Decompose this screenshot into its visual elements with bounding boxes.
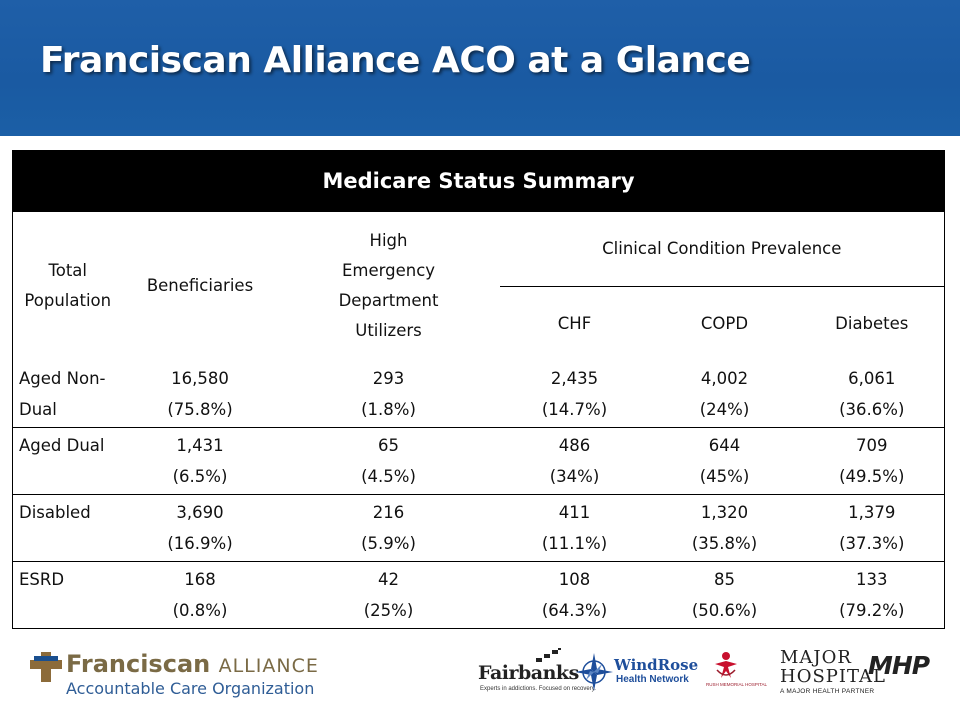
cell-diabetes: 6,061 (36.6%)	[799, 360, 946, 428]
windrose-logo: WindRose Health Network	[574, 650, 698, 694]
title-banner: Franciscan Alliance ACO at a Glance	[0, 0, 960, 136]
cell-beneficiaries: 16,580 (75.8%)	[167, 368, 233, 419]
row-label: ESRD	[12, 561, 123, 629]
cell-high-ed: 65 (4.5%)	[277, 427, 500, 495]
checkered-flag-icon	[536, 648, 561, 662]
table-title: Medicare Status Summary	[11, 150, 946, 212]
row-label: Aged Dual	[12, 427, 123, 495]
major-hospital-logo: MAJOR HOSPITAL MHP A MAJOR HEALTH PARTNE…	[780, 648, 930, 700]
table-row: Aged Dual 1,431 (6.5%) 65 (4.5%) 486 (34%) …	[12, 427, 946, 495]
cell-chf: 411 (11.1%)	[499, 494, 650, 562]
franciscan-wordmark: Franciscan ALLIANCE	[66, 650, 319, 678]
franciscan-alliance-logo: Franciscan ALLIANCE Accountable Care Org…	[30, 650, 318, 702]
cell-chf: 2,435 (14.7%)	[541, 368, 608, 419]
major-tagline: A MAJOR HEALTH PARTNER	[780, 688, 875, 695]
header-copd: COPD	[700, 313, 749, 333]
table-row: ESRD 168 (0.8%) 42 (25%) 108 (64.3%) 85 (50.…	[12, 561, 946, 629]
cell-diabetes: 1,379 (37.3%)	[799, 494, 946, 562]
cell-high-ed: 216 (5.9%)	[277, 494, 500, 562]
fairbanks-tagline: Experts in addictions. Focused on recove…	[480, 686, 596, 692]
cell-copd: 644 (45%)	[649, 427, 800, 495]
franciscan-subtitle: Accountable Care Organization	[66, 679, 315, 698]
medicare-status-table: Medicare Status Summary Total Population…	[11, 150, 946, 629]
slide-title: Franciscan Alliance ACO at a Glance	[40, 40, 751, 81]
cell-beneficiaries: 1,431 (6.5%)	[122, 427, 278, 495]
header-chf: CHF	[557, 313, 592, 333]
table-row: Disabled 3,690 (16.9%) 216 (5.9%) 411 (11.1…	[12, 494, 946, 562]
header-beneficiaries: Beneficiaries	[146, 276, 254, 296]
tau-cross-icon	[30, 652, 62, 682]
cell-beneficiaries: 3,690 (16.9%)	[122, 494, 278, 562]
fairbanks-wordmark: Fairbanks	[478, 662, 579, 684]
cell-copd: 4,002 (24%)	[699, 368, 750, 419]
windrose-subtitle: Health Network	[616, 674, 689, 685]
cell-chf: 108 (64.3%)	[499, 561, 650, 629]
windrose-wordmark: WindRose	[614, 656, 699, 674]
figure-icon	[715, 652, 737, 678]
major-hospital-wordmark: MAJOR HOSPITAL	[780, 647, 886, 687]
cell-high-ed: 293 (1.8%)	[361, 368, 416, 419]
cell-high-ed: 42 (25%)	[277, 561, 500, 629]
mhp-wordmark: MHP	[868, 651, 930, 680]
table-row: Aged Non- Dual 16,580 (75.8%) 293 (1.8%) 2…	[12, 360, 946, 428]
header-diabetes: Diabetes	[799, 286, 946, 361]
cell-copd: 1,320 (35.8%)	[649, 494, 800, 562]
cell-diabetes: 709 (49.5%)	[799, 427, 946, 495]
cell-beneficiaries: 168 (0.8%)	[122, 561, 278, 629]
header-total-population: Total Population	[12, 211, 123, 361]
rush-memorial-logo: RUSH MEMORIAL HOSPITAL	[706, 650, 767, 698]
cell-chf: 486 (34%)	[499, 427, 650, 495]
header-clinical-condition-prevalence: Clinical Condition Prevalence	[499, 211, 946, 287]
fairbanks-logo: Fairbanks Experts in addictions. Focused…	[478, 648, 596, 700]
cell-diabetes: 133 (79.2%)	[799, 561, 946, 629]
compass-rose-icon	[575, 653, 613, 691]
cell-copd: 85 (50.6%)	[649, 561, 800, 629]
rush-wordmark: RUSH MEMORIAL HOSPITAL	[706, 682, 768, 687]
row-label: Disabled	[12, 494, 123, 562]
header-high-ed-utilizers: High Emergency Department Utilizers	[338, 231, 439, 341]
row-label: Aged Non- Dual	[12, 360, 123, 428]
